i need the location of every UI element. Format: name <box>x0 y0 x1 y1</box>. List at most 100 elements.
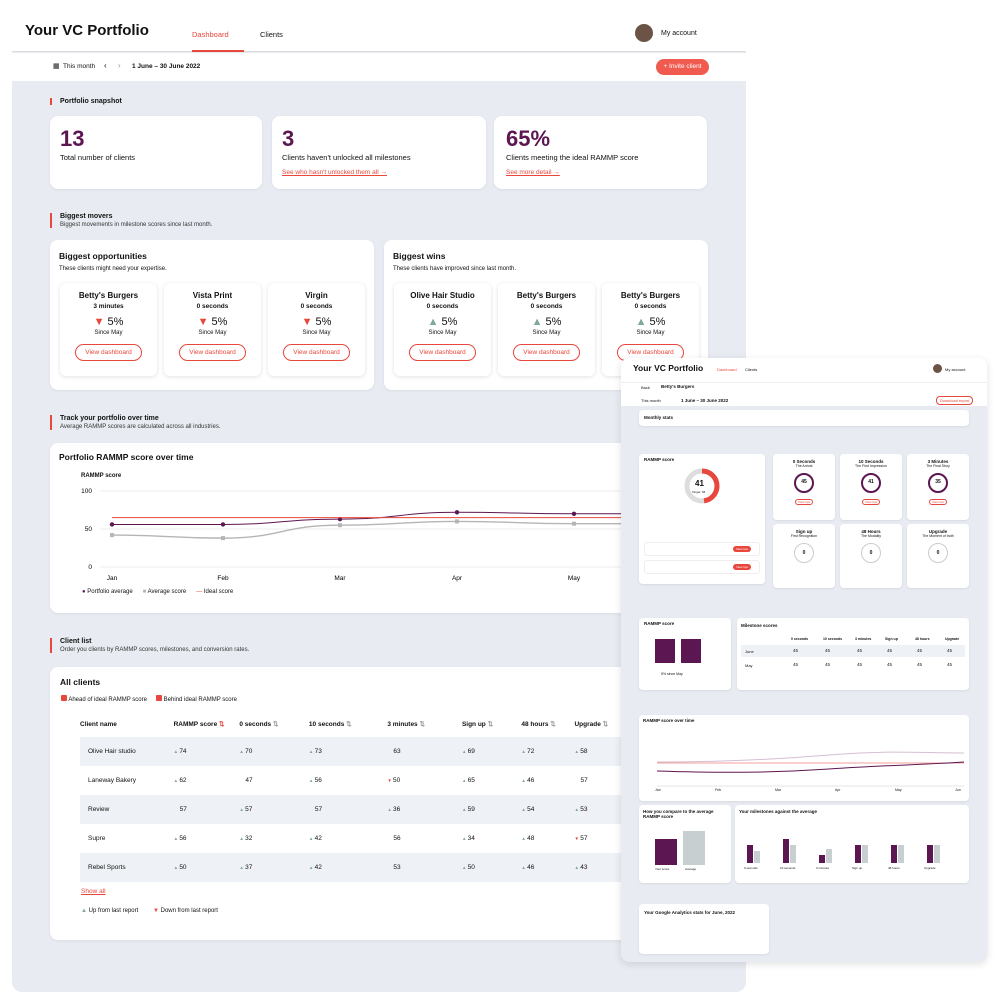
x-tick-label: Apr <box>452 575 463 582</box>
sort-icon[interactable]: ⇅ <box>417 721 425 728</box>
gauge-title: RAMMP score <box>644 457 675 462</box>
milestone-time: 0 seconds <box>300 303 333 310</box>
column-header[interactable]: 10 seconds ⇅ <box>308 721 352 728</box>
tab-dashboard[interactable]: Dashboard <box>192 30 229 39</box>
view-tips-button[interactable]: View tips <box>795 499 813 505</box>
avatar[interactable] <box>933 364 942 373</box>
x-tick-label: May <box>568 575 581 582</box>
view-tips-button[interactable]: View tips <box>733 564 751 570</box>
bar-your-score <box>891 845 897 863</box>
ms-value: 45 <box>887 662 893 667</box>
up-arrow-icon: ▲ <box>239 807 246 812</box>
milestone-time: 0 seconds <box>530 303 563 310</box>
up-arrow-icon: ▲ <box>387 807 394 812</box>
date-range: 1 June – 30 June 2022 <box>132 63 201 70</box>
column-header[interactable]: RAMMP score ⇅ <box>173 721 225 728</box>
preview-my-account[interactable]: My account <box>945 367 966 372</box>
preview-tab-clients[interactable]: Clients <box>745 367 758 372</box>
milestone-title: Upgrade <box>928 529 948 534</box>
table-cell: ▲ 74 <box>173 748 187 755</box>
preview-topbar: Your VC Portfolio Dashboard Clients My a… <box>621 358 987 382</box>
preview-tab-dashboard[interactable]: Dashboard <box>717 367 737 372</box>
see-more-detail-link[interactable]: See more detail → <box>506 169 560 176</box>
column-header[interactable]: 48 hours ⇅ <box>521 721 556 728</box>
over-time-title: RAMMP score over time <box>643 718 695 723</box>
up-arrow-icon: ▲ <box>173 865 180 870</box>
change-value: ▲ 5% <box>427 316 458 328</box>
view-dashboard-button[interactable]: View dashboard <box>409 344 476 361</box>
y-tick-label: 0 <box>88 564 92 571</box>
ms-value: 45 <box>917 662 923 667</box>
up-arrow-icon: ▲ <box>461 865 468 870</box>
up-arrow-icon: ▲ <box>81 908 87 914</box>
wins-title: Biggest wins <box>393 251 446 261</box>
column-header[interactable]: Sign up ⇅ <box>461 721 494 728</box>
period-selector[interactable]: This month <box>63 63 96 70</box>
view-tips-button[interactable]: View tips <box>929 499 947 505</box>
bar-average <box>862 845 868 863</box>
column-header[interactable]: Upgrade ⇅ <box>574 721 609 728</box>
view-dashboard-button[interactable]: View dashboard <box>75 344 142 361</box>
table-row[interactable]: Olive Hair studio ▲ 74 ▲ 70 ▲ 73 63 ▲ 69 ▲ 72 ▲… <box>80 737 720 766</box>
view-dashboard-button[interactable]: View dashboard <box>513 344 580 361</box>
table-cell: 56 <box>393 835 401 842</box>
table-cell: ▲ 36 <box>387 806 401 813</box>
up-arrow-icon: ▲ <box>521 836 528 841</box>
x-tick-label: Feb <box>715 788 722 792</box>
preview-range: 1 June – 30 June 2022 <box>681 398 729 403</box>
tab-clients[interactable]: Clients <box>260 30 283 39</box>
table-cell: Laneway Bakery <box>88 777 137 784</box>
view-tips-button[interactable]: View tips <box>733 546 751 552</box>
table-cell: Rebel Sports <box>88 864 126 871</box>
client-dashboard-preview: Your VC Portfolio Dashboard Clients My a… <box>621 358 987 962</box>
table-cell: 53 <box>393 864 401 871</box>
milestone-score-ring: 45 <box>794 473 814 493</box>
show-all-link[interactable]: Show all <box>81 888 106 895</box>
ms-month: May <box>745 663 753 668</box>
column-header[interactable]: 0 seconds ⇅ <box>239 721 279 728</box>
ms-header: Upgrade <box>945 637 960 641</box>
snapshot-value: 3 <box>282 126 295 151</box>
milestone-card: 10 Seconds The First Impression 41 View t… <box>840 454 902 520</box>
milestone-card: 0 Seconds The Arrival 45 View tips <box>773 454 835 520</box>
chevron-right-icon[interactable]: › <box>118 61 121 70</box>
x-tick-label: Mar <box>334 575 346 582</box>
mini-line-chart <box>656 751 965 787</box>
avatar[interactable] <box>635 24 653 42</box>
data-point <box>571 511 577 516</box>
back-link[interactable]: Back <box>641 385 650 390</box>
since-may-label: 5% since May <box>661 672 683 676</box>
sort-icon[interactable]: ⇅ <box>271 721 279 728</box>
view-dashboard-button[interactable]: View dashboard <box>179 344 246 361</box>
view-dashboard-button[interactable]: View dashboard <box>283 344 350 361</box>
sort-icon[interactable]: ⇅ <box>600 721 609 728</box>
sort-icon[interactable]: ⇅ <box>217 721 225 728</box>
column-header[interactable]: Client name <box>80 720 117 728</box>
table-cell: Review <box>88 806 110 813</box>
client-list-header: Client list Order you clients by RAMMP sc… <box>50 638 249 653</box>
action-item: View tips <box>644 542 760 556</box>
invite-client-button[interactable]: + Invite client <box>656 59 709 75</box>
opportunity-item: Betty's Burgers 3 minutes ▼ 5% Since May V… <box>60 283 157 376</box>
up-arrow-icon: ▲ <box>635 316 647 328</box>
my-account-link[interactable]: My account <box>661 30 697 37</box>
view-tips-button[interactable]: View tips <box>862 499 880 505</box>
milestone-card: 3 Minutes The Final Story 35 View tips <box>907 454 969 520</box>
table-cell: ▲ 62 <box>173 777 187 784</box>
sort-icon[interactable]: ⇅ <box>548 721 556 728</box>
table-cell: ▲ 53 <box>574 806 588 813</box>
chevron-left-icon[interactable]: ‹ <box>104 61 107 70</box>
see-milestones-link[interactable]: See who hasn't unlocked them all → <box>282 169 387 176</box>
sort-icon[interactable]: ⇅ <box>344 721 352 728</box>
snapshot-card-clients: 13 Total number of clients <box>50 116 262 189</box>
win-item: Olive Hair Studio 0 seconds ▲ 5% Since Ma… <box>394 283 491 376</box>
milestone-card: Upgrade The Moment of truth 0 <box>907 524 969 588</box>
sort-icon[interactable]: ⇅ <box>485 721 494 728</box>
column-header[interactable]: 3 minutes ⇅ <box>387 721 425 728</box>
preview-period[interactable]: This month <box>641 398 661 403</box>
milestone-title: Sign up <box>795 529 813 534</box>
download-report-button[interactable]: Download report <box>936 396 974 405</box>
your-score-label: Your score <box>655 867 670 871</box>
table-cell: ▲ 57 <box>239 806 253 813</box>
